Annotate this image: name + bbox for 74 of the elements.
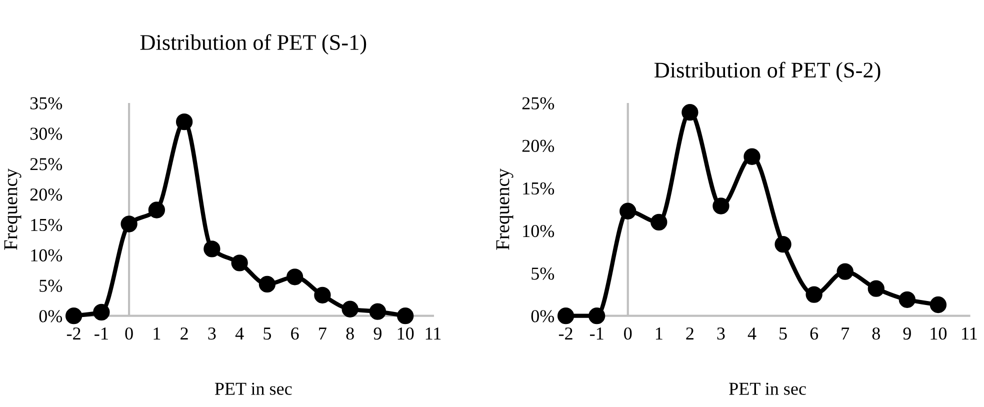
x-tick-label: 5	[780, 328, 787, 340]
x-tick-label: 3	[717, 328, 725, 340]
y-tick-label: 0%	[531, 310, 554, 322]
y-tick-label: 5%	[40, 280, 62, 292]
point	[258, 276, 276, 293]
x-tick-label: 10	[930, 327, 947, 340]
x-tick-label: 9	[903, 328, 911, 340]
x-tick-label: 11	[426, 328, 441, 340]
y-tick-label: 30%	[30, 128, 62, 140]
point	[204, 240, 220, 258]
point	[930, 296, 947, 314]
x-tick-label: 4	[748, 328, 756, 340]
x-tick-label: 7	[842, 328, 850, 340]
x-tick-label: 1	[656, 328, 662, 340]
point	[868, 280, 884, 297]
x-tick-label: 2	[686, 328, 694, 340]
x-tick-label: 5	[264, 328, 271, 340]
y-tick-label: 25%	[30, 158, 62, 170]
point	[588, 308, 606, 324]
x-tick-label: 4	[235, 328, 244, 340]
x-tick-label: 8	[346, 327, 354, 340]
y-tick-label: 35%	[30, 97, 62, 110]
y-axis-title: Frequency	[4, 168, 22, 250]
point	[120, 216, 138, 232]
point	[93, 304, 110, 321]
point	[369, 303, 386, 320]
point	[286, 268, 304, 286]
x-tick-label: 9	[374, 328, 382, 340]
point	[65, 308, 82, 324]
y-tick-label: 20%	[522, 140, 554, 152]
y-axis-title: Frequency	[496, 168, 514, 250]
point	[682, 104, 698, 121]
x-tick-label: -1	[94, 328, 108, 340]
chart-title: Distribution of PET (S-1)	[140, 34, 366, 54]
point	[176, 113, 193, 130]
point	[836, 263, 854, 280]
point	[712, 198, 730, 214]
x-tick-label: 0	[125, 327, 133, 340]
y-tick-label: 0%	[39, 310, 62, 322]
y-tick-label: 10%	[523, 224, 554, 238]
x-tick-label: -1	[590, 328, 604, 340]
y-tick-label: 25%	[522, 97, 554, 110]
chart-title: Distribution of PET (S-2)	[654, 62, 880, 82]
x-tick-label: 8	[872, 327, 880, 340]
point	[744, 148, 760, 165]
x-tick-label: 0	[624, 327, 632, 340]
x-axis-title: PET in sec	[214, 382, 292, 395]
point	[314, 286, 331, 304]
y-tick-label: 20%	[30, 188, 62, 201]
x-tick-label: 6	[291, 328, 299, 340]
point	[774, 236, 792, 253]
point	[898, 291, 916, 308]
x-tick-label: 7	[319, 328, 326, 340]
x-axis-title: PET in sec	[729, 382, 806, 395]
x-tick-label: 2	[180, 328, 188, 340]
x-tick-label: 1	[154, 328, 160, 340]
x-tick-label: 11	[962, 328, 977, 340]
y-tick-label: 15%	[523, 182, 554, 195]
x-tick-label: 10	[398, 327, 414, 340]
x-tick-label: -2	[66, 328, 80, 340]
y-tick-label: 10%	[31, 249, 62, 262]
x-tick-label: 3	[208, 328, 216, 340]
point	[806, 286, 822, 303]
point	[557, 308, 574, 324]
y-tick-label: 15%	[31, 218, 62, 232]
point	[148, 202, 166, 218]
x-tick-label: 6	[810, 328, 818, 340]
y-tick-label: 5%	[532, 268, 554, 280]
point	[397, 308, 414, 324]
x-tick-label: -2	[558, 328, 572, 340]
point	[650, 214, 668, 231]
point	[342, 300, 358, 318]
point	[620, 202, 636, 220]
point	[231, 254, 248, 272]
